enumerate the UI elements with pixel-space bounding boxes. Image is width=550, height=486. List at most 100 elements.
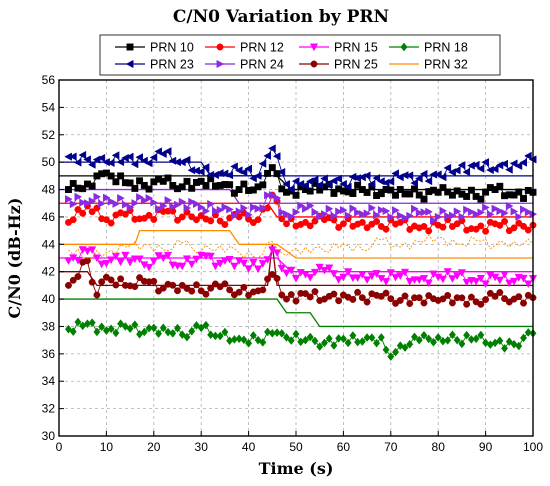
data-point-prn-15 [329,270,339,278]
legend-label-prn-23: PRN 23 [150,58,194,72]
data-point-prn-18 [382,345,390,355]
data-point-prn-25 [420,299,428,307]
data-point-prn-18 [221,327,229,337]
data-point-prn-12 [453,220,461,228]
data-point-prn-24 [145,194,154,203]
data-point-prn-23 [348,172,357,182]
data-point-prn-18 [429,337,437,347]
data-point-prn-23 [277,167,286,177]
data-point-prn-15 [220,257,230,265]
data-point-prn-12 [515,219,523,227]
data-point-prn-10 [377,190,385,198]
legend: PRN 10 PRN 12 PRN 15 PRN 18 PRN 23 PRN 24 PRN … [99,34,501,76]
data-point-prn-23 [225,171,234,180]
legend-marker-prn-12 [216,43,224,51]
data-point-prn-24 [448,211,457,220]
data-point-prn-10 [202,182,210,189]
data-point-prn-18 [344,338,352,348]
data-point-prn-25 [264,275,272,283]
x-tick-label: 50 [289,440,303,454]
y-tick-label: 40 [42,292,56,306]
data-point-prn-24 [377,205,386,215]
data-point-prn-15 [481,280,490,289]
data-point-prn-12 [178,213,186,221]
data-point-prn-18 [273,328,281,338]
data-point-prn-15 [438,275,448,284]
legend-label-prn-32: PRN 32 [424,58,468,72]
data-point-prn-24 [434,212,443,222]
data-point-prn-15 [320,266,329,275]
data-point-prn-23 [320,174,328,183]
data-point-prn-15 [216,260,225,268]
data-point-prn-24 [349,204,358,213]
data-point-prn-15 [353,274,362,283]
data-point-prn-12 [216,217,224,225]
data-point-prn-25 [382,289,390,297]
data-point-prn-18 [74,317,82,327]
y-tick-label: 44 [42,237,56,251]
data-point-prn-12 [382,225,390,233]
data-point-prn-23 [291,177,300,186]
data-point-prn-12 [472,225,480,233]
data-point-prn-12 [406,226,414,233]
data-point-prn-10 [406,190,414,198]
data-point-prn-12 [254,216,262,224]
data-point-prn-24 [278,208,287,217]
data-point-prn-18 [510,339,518,349]
data-point-prn-24 [140,196,149,205]
legend-item-prn-25: PRN 25 [299,58,378,72]
data-point-prn-10 [65,186,72,193]
data-point-prn-18 [387,352,395,361]
data-point-prn-15 [344,268,353,276]
data-point-prn-15 [192,255,201,264]
data-point-prn-10 [477,195,485,203]
data-point-prn-15 [509,277,519,286]
data-point-prn-23 [201,163,210,172]
data-point-prn-15 [88,246,97,255]
data-point-prn-25 [406,300,414,307]
data-point-prn-15 [424,279,433,288]
data-point-prn-23 [433,170,442,179]
x-tick-label: 100 [523,440,543,454]
y-tick-label: 54 [42,100,56,114]
data-point-prn-25 [88,278,96,286]
data-point-prn-15 [472,277,481,286]
data-point-prn-15 [405,277,414,286]
data-point-prn-18 [444,336,452,345]
x-tick-label: 10 [100,440,114,454]
data-point-prn-25 [501,295,509,303]
data-point-prn-25 [278,291,286,299]
data-point-prn-23 [87,160,96,169]
data-point-prn-18 [282,333,291,342]
data-point-prn-15 [448,275,457,283]
data-point-prn-15 [239,259,248,268]
data-point-prn-25 [491,292,499,300]
x-tick-label: 90 [479,440,493,454]
data-point-prn-25 [401,292,409,300]
data-point-prn-18 [448,330,456,340]
legend-box [99,34,501,76]
data-point-prn-25 [131,283,139,291]
data-point-prn-23 [253,171,262,180]
data-point-prn-24 [382,206,391,216]
data-point-prn-15 [519,274,528,283]
data-point-prn-24 [245,210,253,219]
data-point-prn-25 [74,273,82,280]
data-point-prn-24 [524,208,533,217]
data-point-prn-10 [259,181,267,189]
data-point-prn-18 [320,338,328,348]
data-point-prn-25 [98,278,106,286]
data-point-prn-12 [74,206,82,213]
data-point-prn-23 [438,173,447,182]
legend-marker-prn-24 [216,59,225,69]
data-point-prn-18 [173,323,182,333]
data-point-prn-12 [193,216,200,224]
data-point-prn-18 [358,337,366,346]
data-point-prn-24 [306,201,315,210]
data-point-prn-18 [140,327,148,337]
data-point-prn-12 [420,222,428,230]
data-point-prn-24 [287,212,296,221]
data-point-prn-10 [107,172,115,180]
data-point-prn-25 [193,281,200,289]
data-point-prn-12 [363,224,371,232]
